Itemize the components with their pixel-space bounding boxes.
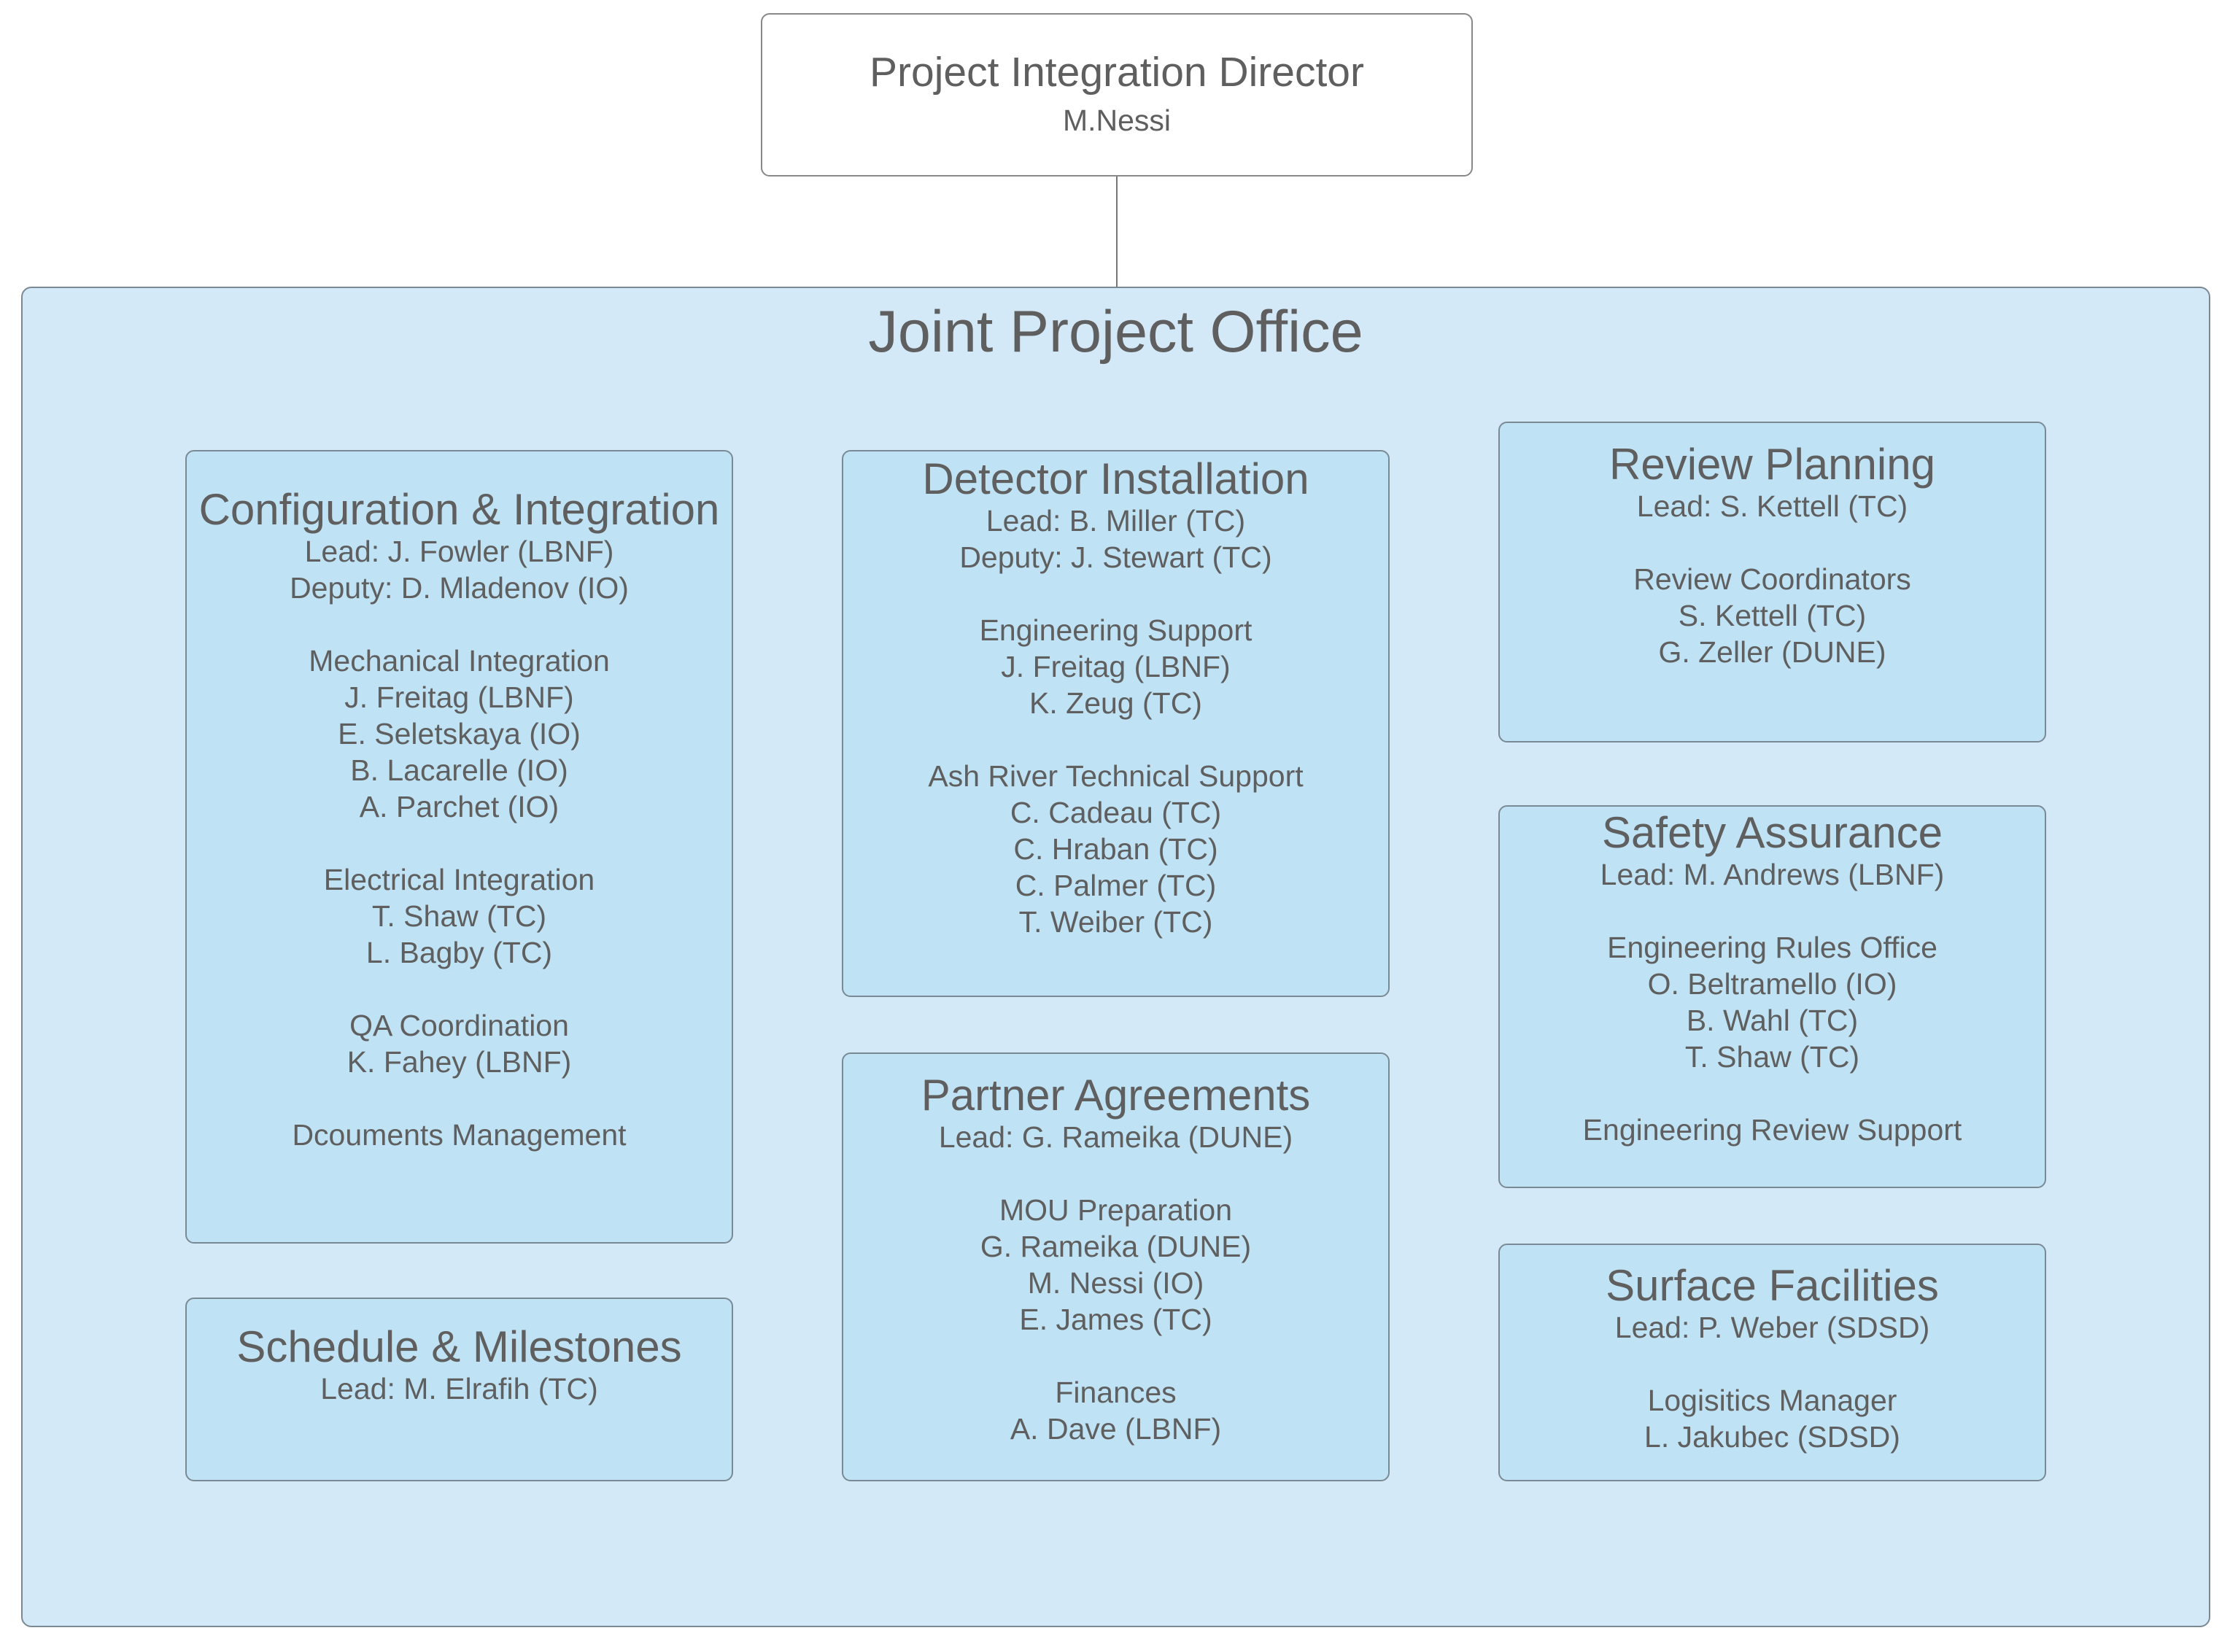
group-partner-agreements: Partner Agreements Lead: G. Rameika (DUN… [842,1052,1390,1481]
group-lines: Lead: G. Rameika (DUNE) MOU Preparation G.… [843,1119,1388,1447]
member-line: Deputy: D. Mladenov (IO) [290,571,629,605]
director-box: Project Integration Director M.Nessi [761,13,1473,177]
line-spacer [843,1338,1388,1374]
member-line: Lead: M. Andrews (LBNF) [1600,858,1945,891]
member-line: Lead: M. Elrafih (TC) [320,1372,598,1405]
member-line: Engineering Support [979,613,1253,647]
group-safety-assurance: Safety Assurance Lead: M. Andrews (LBNF)… [1498,805,2046,1188]
member-line: Engineering Rules Office [1607,931,1937,964]
group-detector-installation: Detector Installation Lead: B. Miller (T… [842,450,1390,997]
member-line: E. James (TC) [1019,1303,1212,1336]
member-line: T. Weiber (TC) [1018,905,1213,939]
connector-line [1116,177,1118,287]
director-name: M.Nessi [1062,104,1172,137]
group-lines: Lead: J. Fowler (LBNF) Deputy: D. Mladeno… [187,533,732,1153]
group-lines: Lead: M. Andrews (LBNF) Engineering Rules… [1500,856,2045,1148]
member-line: S. Kettell (TC) [1678,599,1867,632]
line-spacer [187,606,732,643]
member-line: QA Coordination [349,1009,569,1042]
group-lines: Lead: M. Elrafih (TC) [187,1370,732,1407]
line-spacer [1500,524,2045,561]
group-review-planning: Review Planning Lead: S. Kettell (TC) Rev… [1498,422,2046,742]
member-line: Engineering Review Support [1582,1113,1962,1147]
member-line: Lead: G. Rameika (DUNE) [938,1120,1293,1154]
line-spacer [1500,1075,2045,1112]
member-line: Lead: B. Miller (TC) [986,504,1246,538]
group-schedule-milestones: Schedule & Milestones Lead: M. Elrafih (… [185,1298,733,1481]
group-configuration-integration: Configuration & Integration Lead: J. Fow… [185,450,733,1244]
member-line: Lead: J. Fowler (LBNF) [304,535,614,568]
office-title: Joint Project Office [868,299,1363,365]
member-line: B. Wahl (TC) [1686,1004,1859,1037]
group-title: Schedule & Milestones [236,1322,682,1371]
member-line: K. Zeug (TC) [1029,686,1202,720]
group-title: Configuration & Integration [198,485,720,534]
member-line: T. Shaw (TC) [371,899,547,933]
group-title: Safety Assurance [1602,808,1943,857]
member-line: G. Zeller (DUNE) [1658,635,1886,669]
member-line: Ash River Technical Support [928,759,1304,793]
group-lines: Lead: S. Kettell (TC) Review Coordinators… [1500,488,2045,670]
line-spacer [187,1080,732,1117]
member-line: L. Jakubec (SDSD) [1644,1420,1900,1454]
member-line: C. Hraban (TC) [1013,832,1218,866]
director-title: Project Integration Director [870,49,1364,96]
member-line: Finances [1055,1376,1177,1409]
line-spacer [843,721,1388,758]
line-spacer [1500,1346,2045,1382]
member-line: Deputy: J. Stewart (TC) [959,540,1272,574]
member-line: O. Beltramello (IO) [1647,967,1897,1001]
member-line: T. Shaw (TC) [1684,1040,1860,1074]
member-line: Electrical Integration [323,863,595,896]
member-line: C. Palmer (TC) [1015,869,1217,902]
member-line: A. Parchet (IO) [359,790,560,823]
member-line: G. Rameika (DUNE) [980,1230,1252,1263]
member-line: J. Freitag (LBNF) [1001,650,1231,683]
line-spacer [843,1155,1388,1192]
member-line: E. Seletskaya (IO) [338,717,581,751]
member-line: A. Dave (LBNF) [1010,1412,1222,1446]
member-line: K. Fahey (LBNF) [346,1045,572,1079]
line-spacer [843,575,1388,612]
group-lines: Lead: P. Weber (SDSD) Logisitics Manager L… [1500,1309,2045,1455]
member-line: M. Nessi (IO) [1027,1266,1204,1300]
member-line: Review Coordinators [1633,562,1911,596]
group-lines: Lead: B. Miller (TC) Deputy: J. Stewart (… [843,503,1388,940]
line-spacer [187,971,732,1007]
line-spacer [187,825,732,861]
group-title: Partner Agreements [921,1071,1311,1120]
member-line: L. Bagby (TC) [365,936,553,969]
group-title: Detector Installation [922,454,1309,503]
member-line: B. Lacarelle (IO) [350,753,568,787]
member-line: Lead: P. Weber (SDSD) [1614,1311,1930,1344]
member-line: J. Freitag (LBNF) [344,680,574,714]
group-surface-facilities: Surface Facilities Lead: P. Weber (SDSD)… [1498,1244,2046,1481]
member-line: Lead: S. Kettell (TC) [1636,489,1908,523]
group-title: Review Planning [1609,440,1935,489]
member-line: MOU Preparation [999,1193,1232,1227]
member-line: Mechanical Integration [309,644,610,678]
member-line: Dcouments Management [292,1118,627,1152]
member-line: Logisitics Manager [1647,1384,1897,1417]
member-line: C. Cadeau (TC) [1010,796,1222,829]
line-spacer [1500,893,2045,929]
group-title: Surface Facilities [1606,1261,1939,1310]
